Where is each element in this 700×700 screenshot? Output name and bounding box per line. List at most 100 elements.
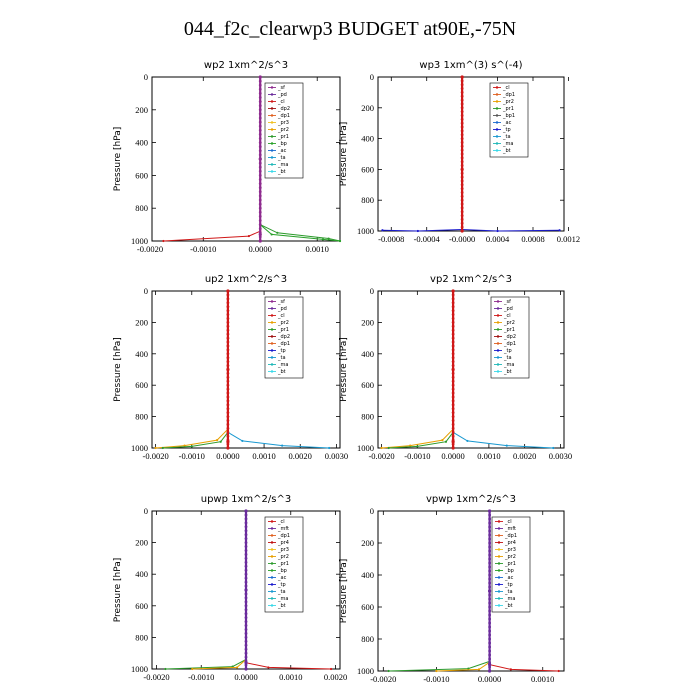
series-point	[258, 215, 262, 218]
series-point	[557, 669, 560, 673]
series-point	[460, 229, 464, 233]
legend-marker	[496, 342, 500, 345]
series-line	[388, 511, 491, 672]
y-axis-label: Pressure [hPa]	[339, 122, 349, 187]
series-point	[460, 75, 464, 79]
series-point	[451, 309, 455, 313]
series-line	[381, 291, 454, 449]
series-point	[505, 444, 508, 447]
series-point	[244, 643, 248, 647]
series-point	[488, 597, 491, 601]
series-point	[460, 206, 464, 210]
series-point	[258, 202, 262, 206]
series-point	[226, 336, 230, 340]
x-tick-label: -0.0010	[423, 674, 449, 684]
legend-label: _cl	[277, 519, 285, 525]
series-point	[488, 625, 491, 629]
series-point	[451, 301, 455, 305]
series-point	[244, 576, 248, 580]
series-point	[488, 513, 491, 517]
y-tick-label: 600	[135, 380, 148, 390]
series-point	[258, 169, 262, 173]
series-point	[258, 190, 262, 194]
series-point	[258, 120, 262, 124]
y-tick-label: 0	[370, 286, 374, 296]
legend-label: _dp1	[277, 533, 290, 539]
legend-marker	[496, 335, 500, 338]
series-point	[488, 533, 491, 537]
legend-box	[491, 516, 531, 613]
legend-marker	[270, 328, 274, 331]
series-point	[244, 517, 248, 521]
series-point	[467, 667, 470, 670]
legend-label: _bt	[277, 369, 286, 375]
y-tick-label: 0	[370, 506, 374, 516]
series-line	[165, 511, 247, 670]
series-point	[244, 659, 248, 663]
series-point	[235, 666, 239, 669]
series-point	[226, 321, 230, 324]
y-tick-label: 400	[361, 134, 374, 144]
series-point	[226, 430, 230, 434]
plot-frame	[377, 76, 565, 232]
series-point	[226, 352, 230, 356]
y-axis-label: Pressure [hPa]	[113, 127, 123, 192]
legend-marker	[497, 583, 501, 586]
series-point	[460, 160, 464, 164]
series-point	[488, 585, 491, 589]
series-point	[381, 229, 384, 232]
series-point	[488, 565, 491, 569]
series-point	[244, 525, 248, 529]
series-point	[244, 628, 248, 631]
series-point	[258, 116, 262, 120]
series-point	[488, 653, 491, 657]
series-point	[258, 239, 262, 243]
y-tick-label: 0	[144, 506, 148, 516]
legend-label: _pr2	[277, 320, 289, 326]
y-axis-label: Pressure [hPa]	[339, 559, 349, 624]
series-point	[441, 439, 444, 442]
x-tick-label: 0.0000	[478, 674, 501, 684]
series-point	[247, 234, 250, 238]
series-point	[488, 545, 491, 549]
series-point	[154, 446, 157, 450]
y-tick-label: 400	[361, 349, 374, 359]
series-point	[466, 439, 469, 443]
legend-marker	[270, 604, 274, 607]
legend-marker	[495, 128, 499, 131]
legend-marker	[497, 548, 501, 551]
series-point	[258, 186, 262, 190]
legend-label: _dp1	[277, 113, 290, 119]
series-point	[226, 442, 230, 446]
series-point	[488, 529, 491, 533]
legend-marker	[270, 307, 274, 310]
series-line	[436, 511, 491, 672]
legend-marker	[270, 520, 274, 523]
series-point	[409, 444, 412, 447]
series-point	[451, 348, 455, 352]
series-point	[488, 573, 491, 577]
series-point	[258, 227, 262, 231]
legend-marker	[270, 356, 274, 359]
series-point	[451, 344, 455, 348]
y-tick-label: 600	[135, 601, 148, 611]
legend-marker	[270, 541, 274, 544]
series-point	[488, 609, 491, 613]
series-point	[488, 649, 491, 653]
series-point	[244, 604, 248, 608]
series-point	[226, 344, 230, 348]
series-point	[226, 348, 230, 352]
series-point	[226, 356, 230, 360]
plot-frame	[151, 290, 341, 449]
series-point	[460, 125, 464, 129]
legend-marker	[270, 562, 274, 565]
legend-marker	[270, 569, 274, 572]
series-point	[460, 194, 464, 198]
legend-marker	[270, 86, 274, 89]
legend-label: _dp2	[277, 334, 290, 340]
series-point	[226, 340, 230, 344]
x-tick-label: -0.0020	[370, 674, 396, 684]
legend-label: _pr4	[277, 540, 289, 546]
series-point	[258, 182, 262, 186]
y-tick-label: 400	[361, 570, 374, 580]
